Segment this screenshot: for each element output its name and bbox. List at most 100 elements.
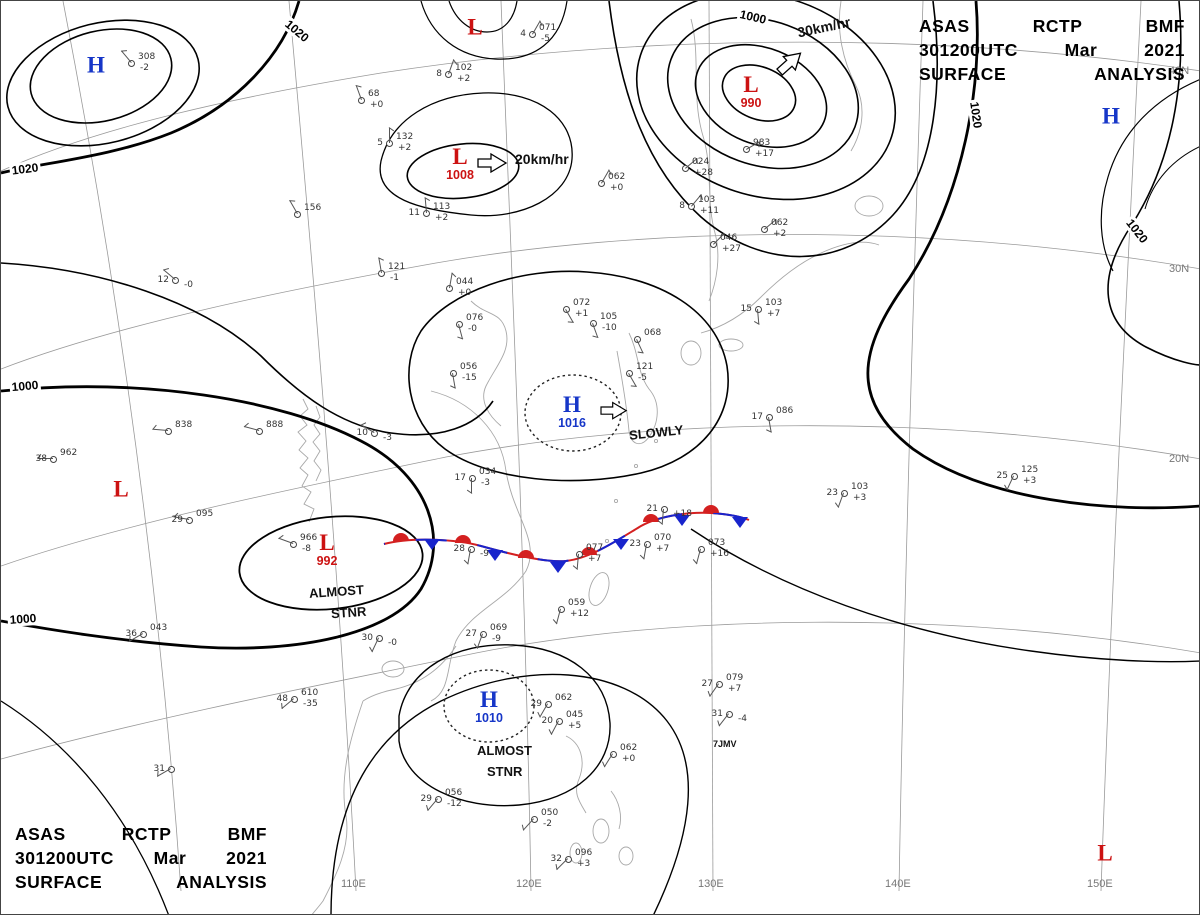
title-word: 2021 bbox=[1144, 40, 1185, 60]
isobar-1000 bbox=[1, 385, 435, 650]
isobar bbox=[379, 92, 573, 217]
wind-barb-icon bbox=[470, 478, 472, 493]
pressure-value: 992 bbox=[316, 553, 338, 568]
wind-barb-icon bbox=[576, 553, 579, 569]
station-value: 062 bbox=[771, 218, 789, 228]
annotation: 20km/hr bbox=[515, 151, 569, 167]
station-value: +5 bbox=[568, 721, 582, 731]
wind-barb-icon bbox=[121, 50, 132, 63]
coastline bbox=[700, 241, 880, 334]
island bbox=[680, 340, 702, 366]
station-value: 121 bbox=[636, 362, 654, 372]
station-value: 102 bbox=[455, 63, 473, 73]
annotation: STNR bbox=[487, 764, 523, 779]
island bbox=[718, 338, 744, 352]
isobar-990-loop bbox=[635, 1, 897, 201]
isobar-1010-loop bbox=[398, 644, 611, 807]
dotted-circle-1010 bbox=[443, 669, 535, 743]
station-value: 079 bbox=[726, 673, 744, 683]
title-row: ASAS RCTP BMF bbox=[15, 824, 267, 845]
terrain bbox=[297, 398, 315, 523]
station-value: 36 bbox=[125, 629, 137, 639]
station-value: 095 bbox=[196, 509, 214, 519]
station-value: 5 bbox=[377, 138, 383, 148]
station-value: 15 bbox=[740, 304, 752, 314]
pressure-letter: L bbox=[319, 529, 335, 555]
station-value: 121 bbox=[388, 262, 406, 272]
pressure-letter: L bbox=[743, 71, 759, 97]
title-row: SURFACE ANALYSIS bbox=[15, 872, 267, 893]
station-value: +12 bbox=[570, 609, 589, 619]
station-circle bbox=[186, 517, 193, 524]
wind-barb-icon bbox=[837, 492, 844, 508]
station-value: 610 bbox=[301, 688, 319, 698]
isobar-992-loop bbox=[238, 515, 424, 611]
station-value: -9 bbox=[492, 634, 501, 644]
pressure-center-l: L bbox=[467, 16, 482, 39]
station-value: 071 bbox=[539, 23, 557, 33]
station-value: 125 bbox=[1021, 465, 1039, 475]
station-value: 20 bbox=[541, 716, 553, 726]
pressure-center-h: H bbox=[1102, 105, 1120, 128]
title-row: ASAS RCTP BMF bbox=[919, 16, 1185, 37]
station-value: 103 bbox=[765, 298, 783, 308]
station-value: 11 bbox=[408, 208, 420, 218]
station-value: +3 bbox=[1023, 476, 1037, 486]
coastline bbox=[565, 735, 587, 814]
wind-barb-icon bbox=[555, 608, 561, 624]
isobar-990-loop bbox=[721, 64, 797, 122]
parallel bbox=[1, 234, 1199, 370]
meridian bbox=[898, 1, 924, 892]
title-word: RCTP bbox=[121, 824, 172, 844]
isobar-1020 bbox=[866, 1, 1199, 510]
isobar-label: 1000 bbox=[7, 610, 39, 628]
pressure-center-l: L bbox=[1097, 842, 1112, 865]
station-value: -0 bbox=[388, 638, 397, 648]
station-value: +7 bbox=[588, 554, 602, 564]
lon-label: 120E bbox=[516, 878, 542, 890]
station-circle bbox=[50, 456, 57, 463]
station-value: 29 bbox=[420, 794, 432, 804]
parallel bbox=[1, 621, 1199, 760]
title-word: RCTP bbox=[1032, 16, 1083, 36]
island bbox=[653, 438, 659, 444]
wind-barb-icon bbox=[389, 128, 391, 143]
movement-arrows bbox=[477, 52, 802, 420]
title-row: SURFACE ANALYSIS bbox=[919, 64, 1185, 85]
title-word: ASAS bbox=[15, 824, 66, 844]
station-value: 073 bbox=[708, 538, 726, 548]
pressure-letter: H bbox=[563, 391, 581, 417]
station-value: +2 bbox=[435, 213, 449, 223]
lon-label: 110E bbox=[341, 878, 366, 890]
annotation: ALMOST bbox=[308, 582, 365, 601]
terrain bbox=[312, 405, 322, 482]
title-word: BMF bbox=[227, 824, 267, 844]
meridian bbox=[1100, 1, 1142, 892]
station-value: +16 bbox=[710, 549, 729, 559]
station-value: 308 bbox=[138, 52, 156, 62]
station-value: +2 bbox=[398, 143, 412, 153]
isobar-label: 1000 bbox=[9, 377, 41, 395]
island bbox=[569, 842, 583, 864]
coastline bbox=[610, 790, 622, 830]
pressure-center-h: H bbox=[87, 54, 105, 77]
coastline bbox=[838, 1, 863, 152]
station-value: +0 bbox=[610, 183, 624, 193]
annotation: 30km/hr bbox=[795, 13, 852, 41]
station-value: +7 bbox=[656, 544, 670, 554]
station-value: +17 bbox=[755, 149, 774, 159]
isobar bbox=[420, 1, 568, 60]
annotation: STNR bbox=[330, 603, 367, 622]
pressure-value: 1008 bbox=[446, 167, 474, 182]
station-value: 983 bbox=[753, 138, 771, 148]
station-value: 132 bbox=[396, 132, 414, 142]
island bbox=[613, 498, 619, 504]
isobar bbox=[1, 700, 169, 914]
station-value: +1 bbox=[575, 309, 589, 319]
station-circle bbox=[755, 306, 762, 313]
station-value: 056 bbox=[460, 362, 478, 372]
coastline bbox=[430, 390, 531, 702]
station-value: 8 bbox=[436, 69, 442, 79]
station-value: 30 bbox=[361, 633, 373, 643]
